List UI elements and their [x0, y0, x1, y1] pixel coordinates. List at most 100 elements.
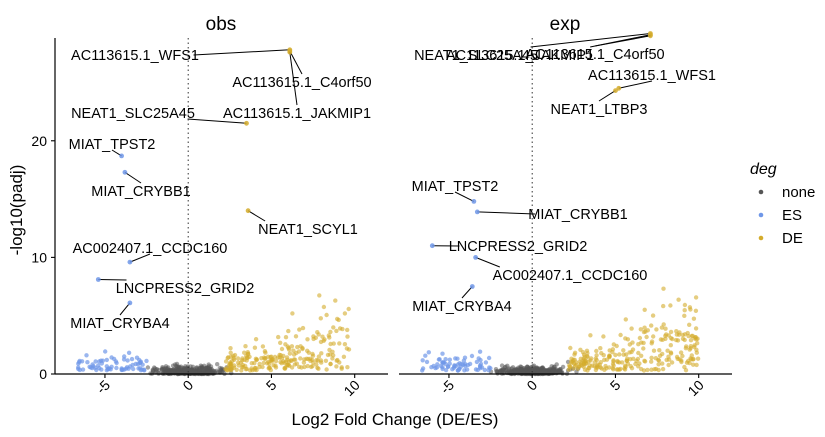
point-es: [476, 368, 480, 372]
point-none: [551, 369, 555, 373]
labeled-point: [472, 199, 477, 204]
point-de: [682, 365, 686, 369]
point-de: [687, 361, 691, 365]
labeled-point: [123, 170, 128, 175]
point-de: [642, 368, 646, 372]
point-de: [693, 336, 697, 340]
labeled-point: [246, 208, 251, 213]
point-es: [470, 354, 474, 358]
point-none: [520, 367, 524, 371]
label-connector: [98, 280, 126, 281]
point-none: [536, 371, 540, 375]
label-connector: [476, 257, 500, 267]
labels-exp: NEAT1_SLC25A45AC113615.1_JAKMIP1AC113615…: [412, 31, 716, 315]
point-de: [574, 360, 578, 364]
point-de: [669, 336, 673, 340]
point-de: [676, 338, 680, 342]
labeled-point: [473, 255, 478, 260]
point-es: [462, 368, 466, 372]
point-de: [694, 326, 698, 330]
gene-label: MIAT_CRYBA4: [70, 316, 169, 332]
legend-label-none: none: [782, 184, 815, 201]
labeled-point: [430, 243, 435, 248]
point-de: [295, 362, 299, 366]
point-de: [616, 360, 620, 364]
point-de: [334, 364, 338, 368]
point-es: [76, 365, 80, 369]
gene-label: MIAT_TPST2: [69, 137, 156, 153]
point-de: [572, 352, 576, 356]
point-de: [301, 326, 305, 330]
point-de: [675, 355, 679, 359]
point-de: [636, 342, 640, 346]
point-de: [347, 307, 351, 311]
point-de: [593, 360, 597, 364]
point-de: [306, 364, 310, 368]
point-de: [682, 314, 686, 318]
labeled-point: [475, 210, 480, 215]
point-de: [345, 346, 349, 350]
x-tick-label: 0: [523, 377, 540, 394]
point-de: [631, 357, 635, 361]
point-de: [322, 305, 326, 309]
point-de: [695, 341, 699, 345]
point-de: [630, 366, 634, 370]
point-de: [583, 368, 587, 372]
point-de: [695, 351, 699, 355]
facet-exp: NEAT1_SLC25A45AC113615.1_JAKMIP1AC113615…: [412, 31, 716, 376]
point-de: [310, 364, 314, 368]
point-de: [608, 348, 612, 352]
point-es: [85, 360, 89, 364]
point-none: [146, 365, 150, 369]
strip-title-obs: obs: [206, 14, 237, 35]
point-de: [649, 360, 653, 364]
point-de: [589, 356, 593, 360]
point-de: [568, 364, 572, 368]
point-de: [676, 298, 680, 302]
labeled-point: [613, 88, 618, 93]
point-de: [229, 351, 233, 355]
point-de: [267, 366, 271, 370]
point-de: [343, 342, 347, 346]
point-es: [423, 354, 427, 358]
gene-label: AC113615.1_WFS1: [71, 48, 199, 64]
point-de: [661, 304, 665, 308]
point-de: [654, 327, 658, 331]
point-de: [694, 309, 698, 313]
point-de: [232, 358, 236, 362]
point-de: [668, 303, 672, 307]
gene-label: AC113615.1_C4orf50: [525, 47, 664, 63]
y-axis-title: -log10(padj): [7, 165, 26, 256]
point-de: [286, 363, 290, 367]
point-de: [598, 346, 602, 350]
gene-label: MIAT_CRYBB1: [91, 184, 190, 200]
point-es: [105, 358, 109, 362]
gene-label: AC113615.1_JAKMIP1: [223, 106, 371, 122]
point-de: [302, 357, 306, 361]
point-de: [636, 351, 640, 355]
point-de: [265, 361, 269, 365]
point-de: [641, 346, 645, 350]
label-connector: [194, 50, 290, 55]
point-de: [334, 329, 338, 333]
legend-title: deg: [750, 161, 777, 178]
point-de: [228, 346, 232, 350]
point-none: [215, 362, 219, 366]
point-de: [607, 353, 611, 357]
point-es: [435, 362, 439, 366]
strip-title-exp: exp: [550, 14, 581, 35]
point-es: [427, 350, 431, 354]
point-es: [109, 367, 113, 371]
point-de: [599, 351, 603, 355]
point-es: [77, 360, 81, 364]
point-de: [236, 361, 240, 365]
gene-label: AC113615.1_C4orf50: [232, 75, 371, 91]
point-de: [659, 337, 663, 341]
point-es: [127, 351, 131, 355]
point-de: [244, 367, 248, 371]
point-de: [319, 351, 323, 355]
point-de: [243, 344, 247, 348]
point-de: [335, 358, 339, 362]
point-de: [276, 335, 280, 339]
point-de: [629, 326, 633, 330]
